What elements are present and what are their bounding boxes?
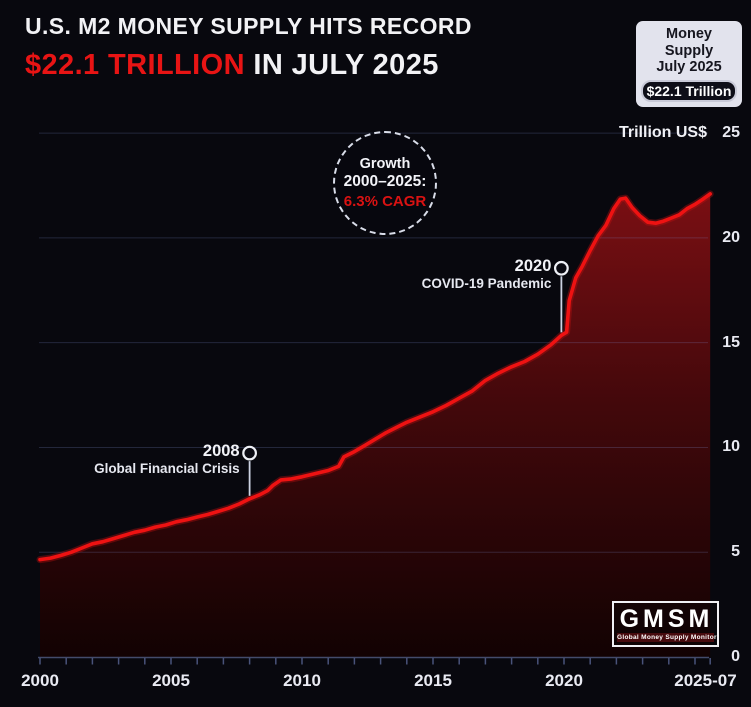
annotation-text: COVID-19 Pandemic — [421, 276, 552, 292]
title-line2: $22.1 TRILLION IN JULY 2025 — [25, 49, 472, 82]
y-tick-label: 25 — [722, 124, 740, 142]
m2-line — [38, 192, 712, 562]
y-tick-label: 15 — [722, 333, 740, 351]
badge-line1: Money Supply — [664, 26, 714, 59]
growth-line2: 2000–2025: — [343, 173, 427, 190]
x-axis — [38, 656, 711, 665]
growth-cagr-badge: Growth 2000–2025: 6.3% CAGR — [333, 131, 437, 235]
annotation-year: 2020 — [514, 257, 552, 276]
gmsm-logo-subtitle: Global Money Supply Monitor — [617, 632, 717, 642]
y-tick-label: 5 — [731, 543, 740, 561]
gmsm-logo-name: GMSM — [619, 604, 714, 633]
growth-line1: Growth — [359, 156, 411, 172]
event-annotation: 2008 Global Financial Crisis — [94, 443, 240, 477]
gmsm-logo: GMSM Global Money Supply Monitor — [612, 601, 719, 647]
annotation-circle-marker — [553, 260, 569, 276]
title-line1: U.S. M2 MONEY SUPPLY HITS RECORD — [25, 13, 472, 39]
y-axis-unit-label: Trillion US$ — [618, 124, 707, 141]
area-fill — [40, 193, 711, 657]
x-tick-label: 2025-07 — [674, 671, 737, 690]
event-annotation: 2020 COVID-19 Pandemic — [422, 258, 552, 292]
annotation-circle-marker — [242, 445, 258, 461]
x-tick-label: 2010 — [283, 671, 321, 690]
title-suffix: IN JULY 2025 — [244, 49, 439, 81]
x-tick-label: 2000 — [21, 671, 59, 690]
x-tick-label: 2005 — [152, 671, 190, 690]
badge-line2: July 2025 — [656, 59, 722, 75]
annotation-markers — [242, 260, 569, 496]
annotation-text: Global Financial Crisis — [94, 461, 240, 477]
y-tick-label: 10 — [722, 438, 740, 456]
y-tick-label: 20 — [722, 228, 740, 246]
page-title: U.S. M2 MONEY SUPPLY HITS RECORD $22.1 T… — [25, 13, 472, 82]
growth-cagr-value: 6.3% CAGR — [343, 193, 427, 210]
title-amount: $22.1 TRILLION — [25, 49, 245, 81]
badge-value-pill: $22.1 Trillion — [641, 79, 737, 102]
x-tick-label: 2020 — [545, 671, 583, 690]
x-tick-label: 2015 — [414, 671, 452, 690]
annotation-year: 2008 — [202, 442, 240, 461]
money-supply-badge: Money Supply July 2025 $22.1 Trillion — [636, 21, 742, 107]
y-tick-label: 0 — [731, 648, 740, 665]
